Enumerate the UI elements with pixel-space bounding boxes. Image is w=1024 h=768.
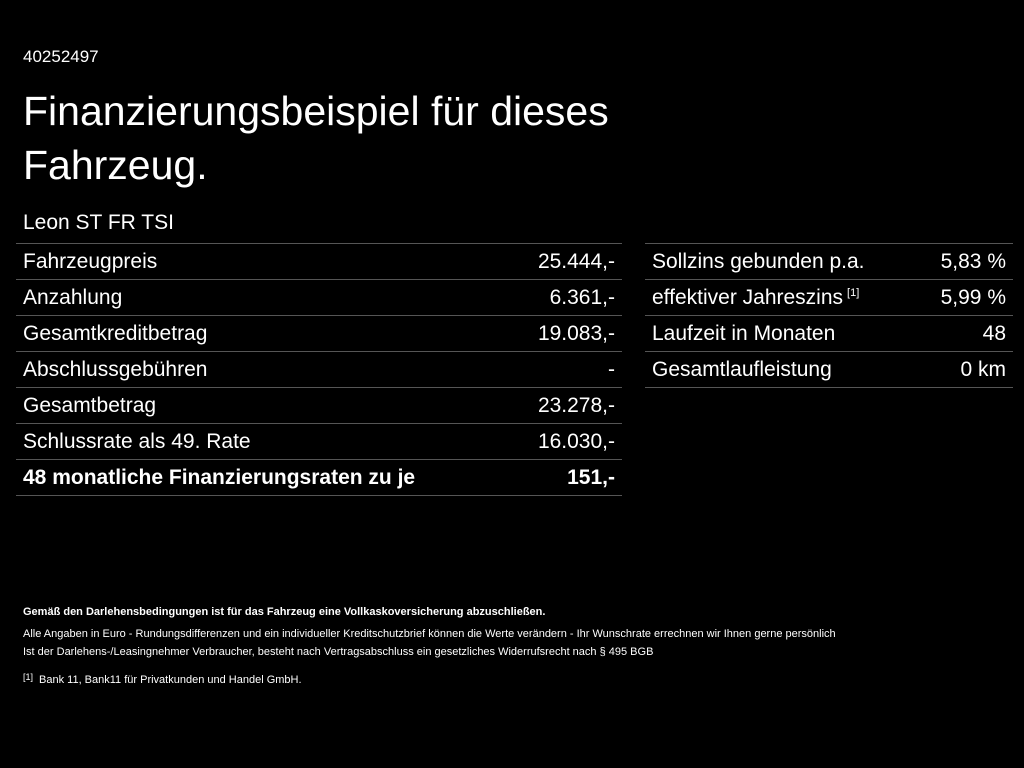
row-label-text: Abschlussgebühren: [23, 357, 208, 381]
row-label-text: Gesamtlaufleistung: [652, 357, 832, 381]
row-label-text: 48 monatliche Finanzierungsraten zu je: [23, 465, 416, 489]
row-label-text: Fahrzeugpreis: [23, 249, 158, 273]
table-row: Gesamtbetrag 23.278,-: [16, 388, 622, 424]
row-label: Gesamtlaufleistung: [652, 358, 832, 382]
row-label: 48 monatliche Finanzierungsraten zu je: [23, 466, 415, 490]
row-value: 16.030,-: [537, 429, 615, 453]
row-value: 5,99 %: [940, 285, 1006, 309]
table-row: Schlussrate als 49. Rate 16.030,-: [16, 424, 622, 460]
row-label: effektiver Jahreszins [1]: [652, 286, 859, 310]
table-row: Sollzins gebunden p.a. 5,83 %: [645, 244, 1013, 280]
row-value: 23.278,-: [537, 393, 615, 417]
footnote-marker: [1]: [23, 672, 34, 682]
table-row: 48 monatliche Finanzierungsraten zu je 15…: [16, 460, 622, 496]
table-row: Gesamtlaufleistung 0 km: [645, 352, 1013, 388]
row-label: Gesamtkreditbetrag: [23, 322, 207, 346]
table-row: Gesamtkreditbetrag 19.083,-: [16, 316, 622, 352]
row-label: Schlussrate als 49. Rate: [23, 430, 251, 454]
row-label-text: Sollzins gebunden p.a.: [652, 249, 865, 273]
row-label-text: Gesamtkreditbetrag: [23, 321, 208, 345]
row-value: 0 km: [960, 357, 1006, 381]
row-value: 5,83 %: [940, 249, 1006, 273]
table-row: effektiver Jahreszins [1] 5,99 %: [645, 280, 1013, 316]
row-label: Sollzins gebunden p.a.: [652, 250, 865, 274]
row-label-text: Anzahlung: [23, 285, 123, 309]
footnote-text: Bank 11, Bank11 für Privatkunden und Han…: [39, 674, 302, 686]
terms-table: Sollzins gebunden p.a. 5,83 % effektiver J…: [645, 243, 1013, 388]
table-row: Laufzeit in Monaten 48: [645, 316, 1013, 352]
table-row: Abschlussgebühren -: [16, 352, 622, 388]
table-row: Fahrzeugpreis 25.444,-: [16, 244, 622, 280]
footnote: [1] Bank 11, Bank11 für Privatkunden und …: [23, 672, 1013, 686]
model-name: Leon ST FR TSI: [23, 211, 174, 234]
row-label: Anzahlung: [23, 286, 122, 310]
row-value: 25.444,-: [537, 249, 615, 273]
row-label-text: effektiver Jahreszins: [652, 285, 844, 309]
row-label: Laufzeit in Monaten: [652, 322, 835, 346]
row-value: 151,-: [567, 465, 615, 489]
reference-number: 40252497: [23, 47, 99, 66]
row-value: 48: [982, 321, 1006, 345]
page-title: Finanzierungsbeispiel für dieses Fahrzeu…: [23, 88, 609, 188]
row-label-text: Gesamtbetrag: [23, 393, 157, 417]
row-label: Gesamtbetrag: [23, 394, 156, 418]
row-value: -: [608, 357, 615, 381]
financing-table: Fahrzeugpreis 25.444,- Anzahlung 6.361,- Ges…: [16, 243, 622, 496]
row-label-text: Laufzeit in Monaten: [652, 321, 836, 345]
row-label: Fahrzeugpreis: [23, 250, 157, 274]
row-label: Abschlussgebühren: [23, 358, 207, 382]
note: Gemäß den Darlehensbedingungen ist für d…: [23, 606, 546, 618]
footnote-ref: [1]: [847, 286, 860, 299]
row-value: 19.083,-: [537, 321, 615, 345]
note: Ist der Darlehens-/Leasingnehmer Verbrau…: [23, 646, 654, 658]
table-row: Anzahlung 6.361,-: [16, 280, 622, 316]
row-label-text: Schlussrate als 49. Rate: [23, 429, 251, 453]
note: Alle Angaben in Euro - Rundungsdifferenz…: [23, 628, 836, 640]
row-value: 6.361,-: [549, 285, 615, 309]
